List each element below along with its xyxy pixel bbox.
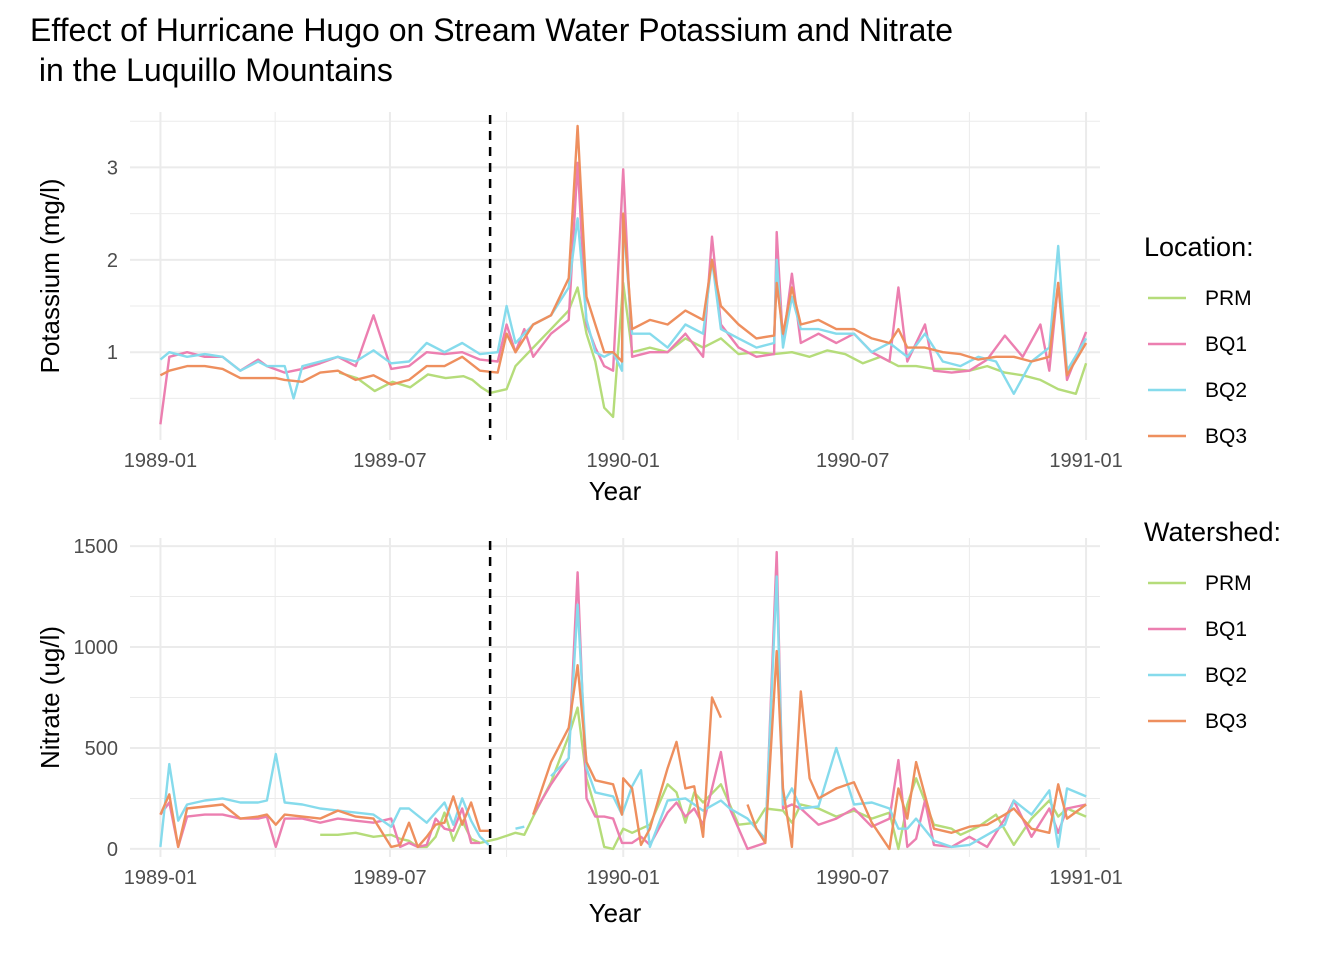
series-line-prm [320, 706, 1087, 851]
legend-label-prm: PRM [1205, 572, 1252, 595]
y-tick-label: 3 [107, 157, 118, 179]
y-tick-label: 0 [107, 839, 118, 861]
series-line-bq1 [159, 801, 480, 849]
legend-label-bq2: BQ2 [1205, 379, 1247, 402]
series-line-bq3 [746, 649, 1087, 851]
panel-potassium: 1989-01 1989-07 1990-01 1990-07 1991-01 1 2 3 Ye… [35, 112, 1123, 506]
x-tick-label: 1989-07 [353, 450, 426, 472]
legend-label-bq3: BQ3 [1205, 425, 1247, 448]
legend-label-bq3: BQ3 [1205, 710, 1247, 733]
y-axis-title: Potassium (mg/l) [35, 178, 65, 373]
y-tick-label: 1000 [74, 637, 119, 659]
x-tick-label: 1990-01 [587, 450, 660, 472]
legend-title: Location: [1144, 232, 1254, 262]
series-line-bq3 [159, 124, 1088, 386]
x-tick-label: 1989-01 [124, 450, 197, 472]
x-tick-label: 1989-07 [353, 867, 426, 889]
y-tick-label: 2 [107, 250, 118, 272]
legend-label-bq1: BQ1 [1205, 618, 1247, 641]
legend-title: Watershed: [1144, 517, 1281, 547]
legend-label-bq2: BQ2 [1205, 664, 1247, 687]
x-axis-title: Year [589, 898, 642, 928]
series-line-bq2 [515, 825, 525, 830]
x-tick-label: 1990-07 [816, 450, 889, 472]
series-line-bq2 [550, 575, 1087, 849]
x-tick-label: 1990-07 [816, 867, 889, 889]
series-line-bq3 [532, 664, 722, 847]
x-tick-label: 1991-01 [1049, 450, 1122, 472]
x-axis-title: Year [589, 476, 642, 506]
y-axis-title: Nitrate (ug/l) [35, 626, 65, 769]
legend: Watershed: PRM BQ1 BQ2 BQ3 [1144, 517, 1281, 733]
chart-title: Effect of Hurricane Hugo on Stream Water… [30, 10, 953, 90]
series-line-bq3 [159, 793, 489, 849]
panel-nitrate: 1989-01 1989-07 1990-01 1990-07 1991-01 0 500 1… [35, 536, 1123, 928]
title-line-2: in the Luquillo Mountains [30, 52, 393, 88]
y-tick-label: 1 [107, 342, 118, 364]
title-line-1: Effect of Hurricane Hugo on Stream Water… [30, 12, 954, 48]
series-line-bq1 [532, 550, 1087, 851]
legend-label-prm: PRM [1205, 287, 1252, 310]
series-line-bq2 [159, 217, 1088, 400]
x-tick-label: 1991-01 [1049, 867, 1122, 889]
y-tick-label: 500 [85, 738, 118, 760]
x-tick-label: 1989-01 [124, 867, 197, 889]
legend: Location: PRM BQ1 BQ2 BQ3 [1144, 232, 1254, 448]
legend-label-bq1: BQ1 [1205, 333, 1247, 356]
y-tick-label: 1500 [74, 536, 119, 558]
x-tick-label: 1990-01 [587, 867, 660, 889]
series-line-bq2 [159, 752, 490, 848]
